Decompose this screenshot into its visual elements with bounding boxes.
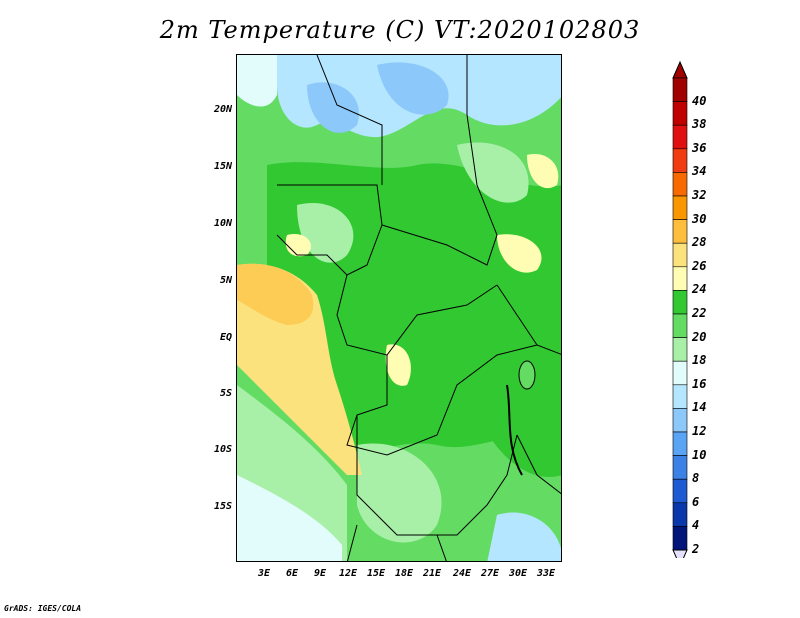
- colorbar-label: 10: [692, 447, 707, 462]
- colorbar-segment: [672, 431, 688, 456]
- colorbar-segment: [672, 195, 688, 220]
- lon-tick-label: 6E: [285, 568, 299, 579]
- lat-tick-label: 15N: [213, 161, 232, 172]
- lat-tick-label: 20N: [213, 104, 232, 115]
- colorbar-label: 24: [692, 282, 707, 297]
- chart-title: 2m Temperature (C) VT:2020102803: [159, 16, 641, 44]
- lat-tick-label: 5S: [219, 388, 232, 399]
- lon-tick-label: 9E: [313, 568, 327, 579]
- colorbar-label: 34: [692, 164, 707, 179]
- colorbar: [672, 60, 688, 558]
- colorbar-segment: [672, 384, 688, 409]
- lon-tick-label: 27E: [480, 568, 500, 579]
- colorbar-label: 16: [692, 376, 707, 391]
- colorbar-label: 30: [692, 211, 707, 226]
- lon-tick-label: 18E: [394, 568, 414, 579]
- colorbar-arrow-top: [672, 60, 688, 79]
- colorbar-label: 28: [692, 235, 707, 250]
- colorbar-segment: [672, 77, 688, 102]
- temperature-map: [236, 54, 562, 562]
- colorbar-segment: [672, 101, 688, 126]
- colorbar-segment: [672, 478, 688, 504]
- colorbar-label: 38: [692, 117, 707, 132]
- colorbar-label: 4: [692, 518, 700, 533]
- colorbar-segment: [672, 148, 688, 173]
- colorbar-segment: [672, 242, 688, 268]
- colorbar-segment: [672, 526, 688, 551]
- lat-tick-label: 5N: [219, 275, 232, 286]
- colorbar-label: 36: [692, 140, 707, 155]
- colorbar-label: 12: [692, 424, 707, 438]
- colorbar-label: 20: [692, 329, 707, 344]
- colorbar-label: 2: [692, 542, 700, 556]
- colorbar-label: 6: [692, 494, 700, 509]
- colorbar-segment: [672, 124, 688, 150]
- lat-tick-label: 10S: [213, 444, 232, 455]
- colorbar-label: 40: [692, 93, 707, 108]
- colorbar-label: 14: [692, 400, 707, 415]
- lat-tick-label: 10N: [213, 218, 232, 229]
- colorbar-segment: [672, 266, 688, 291]
- footer-credit: GrADS: IGES/COLA: [4, 604, 82, 613]
- colorbar-label: 18: [692, 353, 707, 368]
- lon-tick-label: 15E: [366, 568, 386, 579]
- colorbar-segment: [672, 219, 688, 244]
- colorbar-segment: [672, 502, 688, 527]
- colorbar-segment: [672, 455, 688, 480]
- colorbar-segment: [672, 313, 688, 338]
- lat-tick-label: EQ: [219, 332, 232, 343]
- colorbar-segment: [672, 290, 688, 315]
- lon-tick-label: 33E: [536, 568, 556, 579]
- colorbar-segment: [672, 408, 688, 433]
- colorbar-arrow-bottom: [672, 549, 688, 558]
- lon-tick-label: 3E: [257, 568, 271, 579]
- colorbar-label: 26: [692, 258, 707, 273]
- colorbar-label: 22: [692, 306, 707, 320]
- colorbar-segment: [672, 337, 688, 362]
- lon-tick-label: 30E: [508, 568, 528, 579]
- lat-tick-label: 15S: [213, 501, 232, 512]
- lon-tick-label: 21E: [422, 568, 442, 579]
- colorbar-segment: [672, 360, 688, 386]
- colorbar-label: 32: [692, 188, 707, 202]
- colorbar-label: 8: [692, 471, 700, 486]
- map-field: [237, 55, 561, 561]
- colorbar-segment: [672, 172, 688, 197]
- lon-tick-label: 12E: [338, 568, 358, 579]
- lon-tick-label: 24E: [452, 568, 472, 579]
